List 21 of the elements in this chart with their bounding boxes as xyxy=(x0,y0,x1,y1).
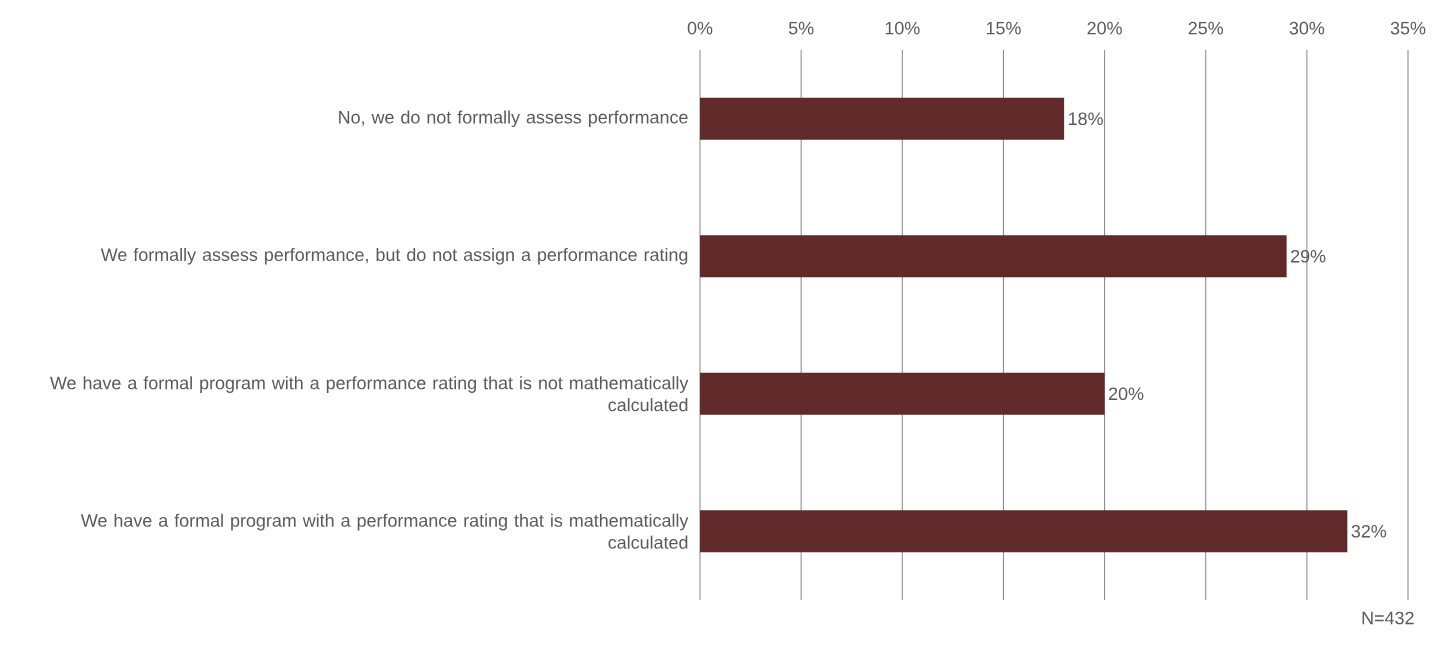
data-label: 29% xyxy=(1291,249,1326,263)
x-tick-label: 30% xyxy=(1289,21,1325,35)
data-label: 20% xyxy=(1109,387,1144,401)
x-tick-label: 20% xyxy=(1087,21,1122,35)
y-tick-label: No, we do not formally assess performance xyxy=(339,110,688,128)
bar xyxy=(700,235,1287,278)
y-tick-label: We formally assess performance, but do not assign a performance rating xyxy=(100,247,688,265)
x-tick-label: 10% xyxy=(885,21,920,35)
bar xyxy=(700,97,1065,140)
x-tick-label: 0% xyxy=(687,21,713,35)
x-tick-label: 35% xyxy=(1390,21,1426,35)
y-tick-label: We have a formal program with a performance rating that is mathematically calculated xyxy=(80,513,689,549)
bar xyxy=(700,372,1105,415)
data-label: 32% xyxy=(1351,524,1387,538)
bar xyxy=(700,510,1348,553)
x-tick-label: 25% xyxy=(1188,21,1224,35)
x-tick-label: 15% xyxy=(986,21,1021,35)
text: N=432 xyxy=(1362,611,1414,625)
x-tick-label: 5% xyxy=(788,21,814,35)
y-tick-label: We have a formal program with a performance rating that is not mathematically calculated xyxy=(50,376,689,412)
data-label: 18% xyxy=(1069,112,1103,126)
